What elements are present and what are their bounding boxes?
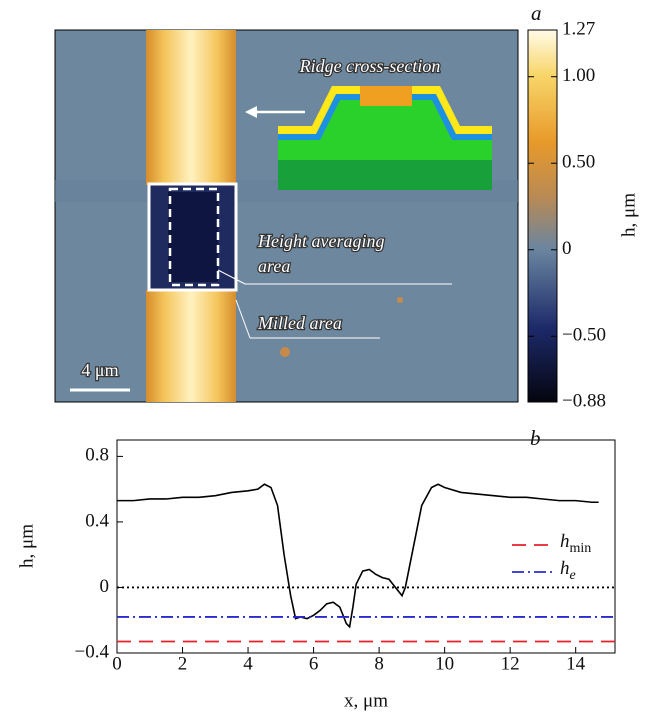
x-tick-label: 10 xyxy=(435,653,454,674)
y-tick-label: −0.4 xyxy=(75,641,110,662)
x-tick-label: 8 xyxy=(374,653,384,674)
figure: Ridge cross-section Height averaging are… xyxy=(0,0,649,720)
plot-frame xyxy=(117,440,615,653)
x-axis-label: x, μm xyxy=(344,690,388,711)
annotation: area xyxy=(258,256,290,276)
ridge-top xyxy=(146,30,236,185)
colorbar-tick-label: 0.50 xyxy=(562,152,595,173)
x-tick-label: 6 xyxy=(309,653,319,674)
scale-label: 4 μm xyxy=(81,360,118,380)
afm-image xyxy=(55,30,518,402)
panel-label: a xyxy=(531,1,542,25)
legend-name: h xyxy=(560,531,570,552)
legend-name: h xyxy=(560,558,570,579)
colorbar-tick-label: 1.00 xyxy=(562,65,595,86)
data-line xyxy=(117,484,599,627)
colorbar-tick-label: 0 xyxy=(562,238,572,259)
y-tick-label: 0.8 xyxy=(85,445,109,466)
x-tick-label: 12 xyxy=(501,653,520,674)
y-tick-label: 0 xyxy=(100,576,110,597)
x-tick-label: 14 xyxy=(566,653,586,674)
colorbar-tick-label: 1.27 xyxy=(562,18,595,39)
legend-label: he xyxy=(560,558,576,583)
annotation: Height averaging xyxy=(257,231,384,251)
colorbar-tick-label: −0.88 xyxy=(562,390,606,411)
page: Ridge cross-section Height averaging are… xyxy=(0,0,649,720)
ridge-bottom xyxy=(146,290,236,402)
colorbar-label: h, μm xyxy=(618,193,639,237)
colorbar-tick-label: −0.50 xyxy=(562,325,606,346)
y-tick-label: 0.4 xyxy=(85,510,109,531)
legend-label: hmin xyxy=(560,531,591,556)
x-tick-label: 0 xyxy=(112,653,122,674)
annotation: Milled area xyxy=(257,313,342,333)
panel-label: b xyxy=(530,426,541,450)
x-tick-label: 4 xyxy=(243,653,253,674)
colorbar xyxy=(528,30,557,402)
legend-subscript: min xyxy=(570,541,592,556)
milled-core xyxy=(168,192,218,282)
particle xyxy=(397,297,403,303)
particle xyxy=(280,347,290,357)
legend-subscript: e xyxy=(570,568,576,583)
annotation: Ridge cross-section xyxy=(299,56,441,76)
x-tick-label: 2 xyxy=(178,653,188,674)
y-axis-label: h, μm xyxy=(16,524,37,568)
